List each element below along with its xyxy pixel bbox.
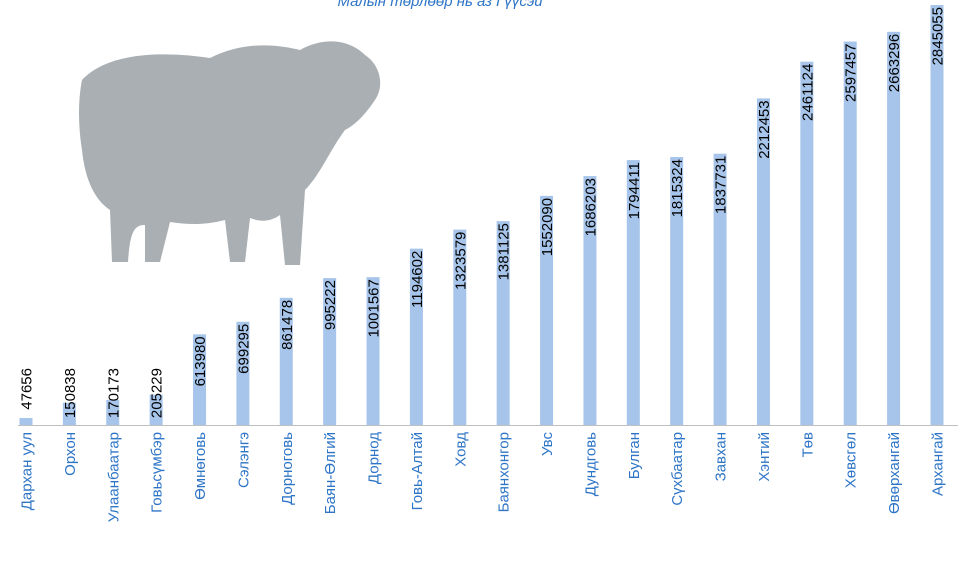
bar: [626, 160, 640, 425]
bar: [713, 153, 727, 426]
value-label: 47656: [19, 368, 36, 410]
x-tick-label: Улаанбаатар: [105, 432, 122, 522]
sheep-icon: [79, 41, 381, 265]
value-label: 699295: [235, 324, 252, 374]
bar: [149, 394, 163, 425]
value-label: 995222: [322, 280, 339, 330]
x-tick-label: Баян-Өлгий: [322, 432, 339, 514]
bar: [19, 417, 33, 425]
value-label: 1815324: [669, 159, 686, 217]
value-label: 613980: [192, 336, 209, 386]
x-tick-label: Хөвсгөл: [843, 432, 860, 488]
bar: [800, 61, 814, 426]
x-tick-label: Хэнтий: [756, 432, 773, 482]
x-tick-label: Орхон: [62, 432, 79, 476]
bar: [583, 176, 597, 425]
bar: [756, 98, 770, 425]
value-label: 1837731: [713, 156, 730, 214]
chart-title: Малын төрлөөр нь аз Гүүсэй: [337, 0, 543, 10]
bar: [193, 334, 207, 425]
x-tick-label: Баянхонгор: [496, 432, 513, 512]
value-label: 1323579: [452, 232, 469, 290]
x-tick-label: Ховд: [452, 432, 469, 467]
x-tick-label: Төв: [799, 432, 816, 458]
x-tick-label: Завхан: [713, 432, 730, 481]
value-label: 2845055: [929, 7, 946, 65]
value-label: 2212453: [756, 100, 773, 158]
x-tick-label: Сэлэнгэ: [235, 432, 252, 488]
value-label: 1001567: [366, 279, 383, 337]
x-tick-label: Өмнөговь: [192, 432, 209, 500]
bar: [453, 229, 467, 425]
value-label: 1552090: [539, 198, 556, 256]
value-label: 2663296: [886, 34, 903, 92]
x-tick-label: Дундговь: [582, 432, 599, 496]
x-tick-label: Дархан уул: [19, 432, 36, 510]
bar: [323, 278, 337, 425]
value-label: 150838: [62, 368, 79, 418]
bar: [930, 5, 944, 425]
bar: [409, 248, 423, 425]
bar: [670, 157, 684, 425]
x-tick-label: Увс: [539, 432, 556, 456]
bar: [540, 195, 554, 425]
x-tick-label: Өвөрхангай: [886, 432, 903, 514]
x-tick-label: Архангай: [929, 432, 946, 496]
bar: [279, 297, 293, 425]
value-label: 2461124: [799, 64, 816, 121]
bar: [366, 277, 380, 425]
bar: [62, 402, 76, 425]
x-tick-label: Сүхбаатар: [669, 432, 686, 506]
bar: [843, 41, 857, 426]
value-label: 1381125: [496, 223, 513, 280]
x-tick-label: Говьсүмбэр: [149, 432, 166, 513]
bar: [496, 221, 510, 425]
value-label: 2597457: [843, 44, 860, 102]
x-tick-label: Булган: [626, 432, 643, 479]
x-tick-label: Дорноговь: [279, 432, 296, 505]
bar: [887, 31, 901, 425]
bar: [106, 399, 120, 425]
value-label: 861478: [279, 300, 296, 350]
x-tick-label: Дорнод: [366, 432, 383, 484]
bar: [236, 321, 250, 425]
value-label: 205229: [149, 368, 166, 418]
x-tick-label: Говь-Алтай: [409, 432, 426, 510]
value-label: 1686203: [582, 178, 599, 236]
value-label: 170173: [105, 368, 122, 418]
value-label: 1194602: [409, 251, 426, 308]
value-label: 1794411: [626, 162, 643, 219]
